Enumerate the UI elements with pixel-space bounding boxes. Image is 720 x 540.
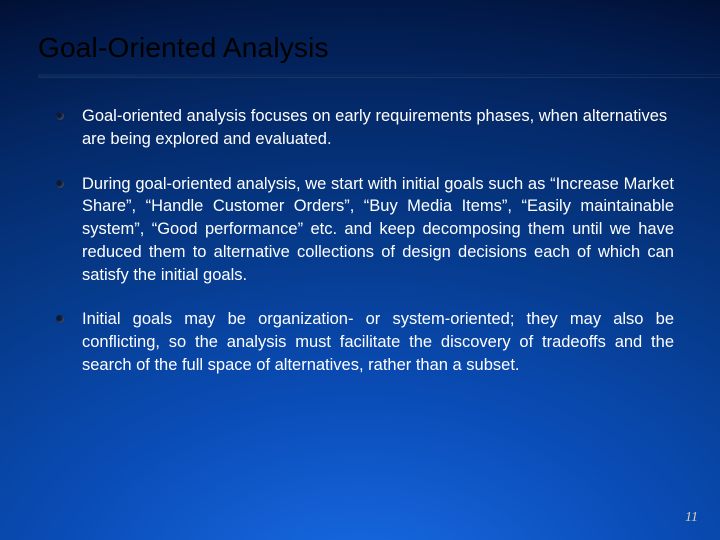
bullet-text: Initial goals may be organization- or sy… (82, 308, 674, 376)
slide: Goal-Oriented Analysis Goal-oriented ana… (0, 0, 720, 540)
page-number: 11 (685, 510, 698, 526)
list-item: Initial goals may be organization- or sy… (56, 308, 674, 376)
bullet-icon (56, 315, 64, 323)
bullet-icon (56, 112, 64, 120)
list-item: During goal-oriented analysis, we start … (56, 173, 674, 287)
bullet-text: During goal-oriented analysis, we start … (82, 173, 674, 287)
list-item: Goal-oriented analysis focuses on early … (56, 105, 674, 151)
bullet-text: Goal-oriented analysis focuses on early … (82, 105, 674, 151)
slide-title: Goal-Oriented Analysis (38, 32, 682, 64)
content-area: Goal-oriented analysis focuses on early … (0, 77, 720, 377)
title-area: Goal-Oriented Analysis (0, 0, 720, 74)
bullet-icon (56, 180, 64, 188)
